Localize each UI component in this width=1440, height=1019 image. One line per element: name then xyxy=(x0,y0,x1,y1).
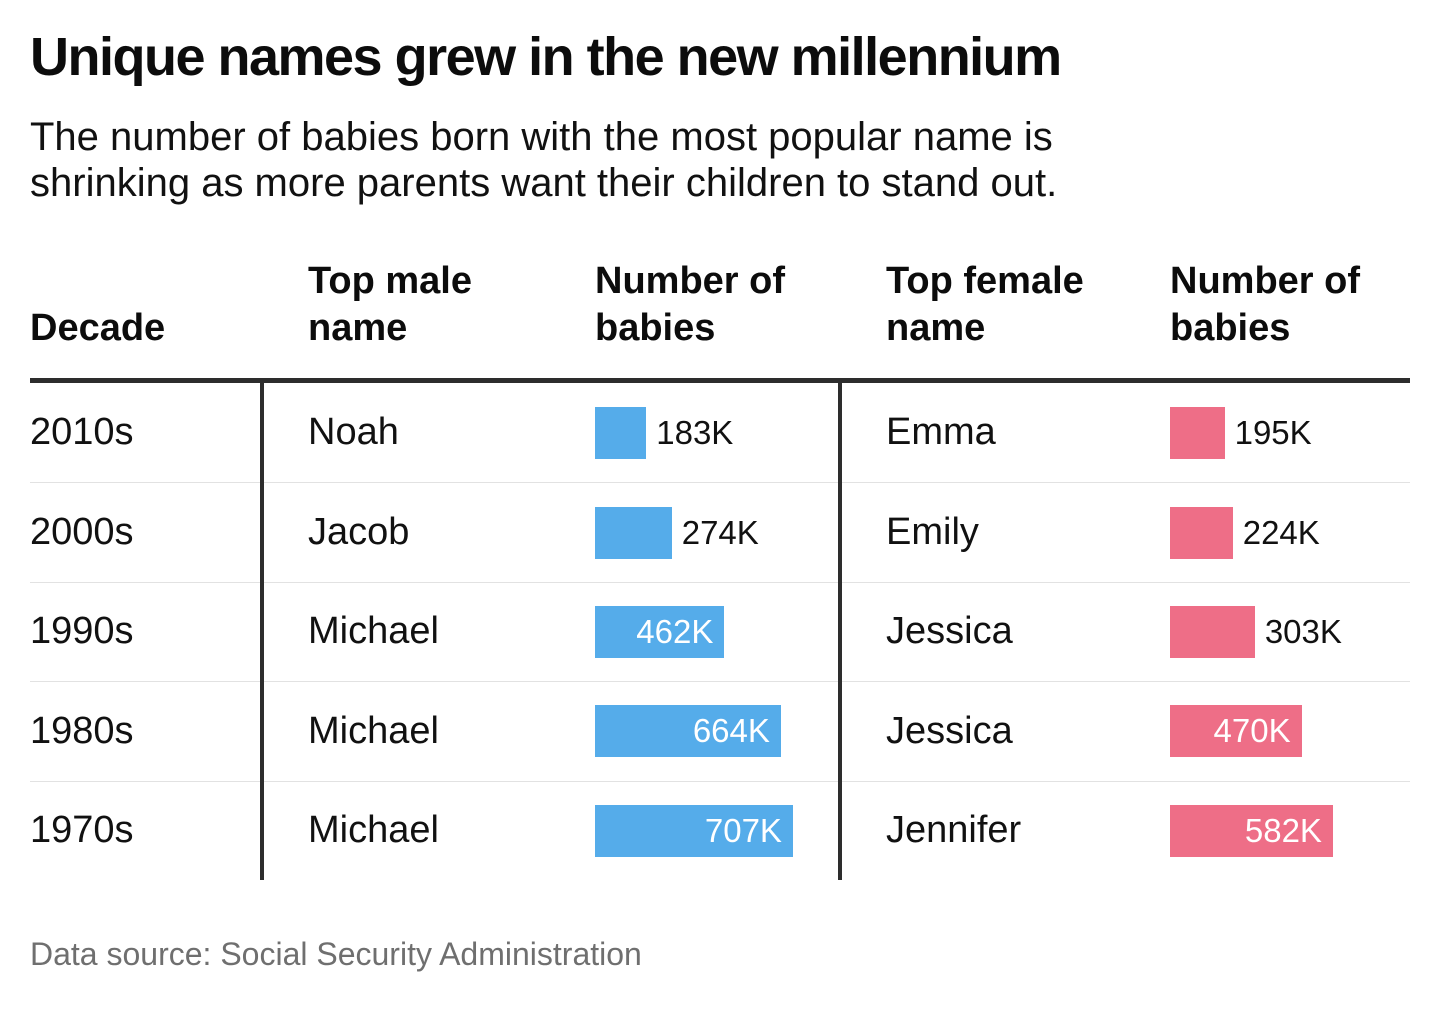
male-bar: 462K xyxy=(595,605,725,658)
female-bar xyxy=(1170,605,1255,658)
male-bar xyxy=(595,406,647,459)
male-bar: 707K xyxy=(595,804,793,857)
column-header-male-number-of-babies: Number of babies xyxy=(595,260,785,349)
male-name-cell: Michael xyxy=(308,809,439,852)
female-name-cell: Emily xyxy=(886,511,979,554)
female-bar-value-label: 582K xyxy=(1244,811,1322,849)
male-bar-cell: 274K xyxy=(595,483,838,581)
female-name-cell: Jessica xyxy=(886,610,1013,653)
female-bar: 470K xyxy=(1170,705,1302,758)
male-name-cell: Jacob xyxy=(308,511,410,554)
male-bar-cell: 183K xyxy=(595,383,838,482)
table-row: 2010s Noah 183K Emma 195K xyxy=(30,383,1410,482)
column-divider-left xyxy=(260,383,264,880)
chart-title: Unique names grew in the new millennium xyxy=(30,27,1062,87)
male-bar-value-label: 664K xyxy=(692,712,770,750)
female-name-cell: Jennifer xyxy=(886,809,1022,852)
female-name-cell: Jessica xyxy=(886,709,1013,752)
names-table: Decade Top male name Number of babies To… xyxy=(30,206,1410,880)
chart-subtitle-line-2: shrinking as more parents want their chi… xyxy=(30,161,1058,205)
male-bar: 664K xyxy=(595,705,781,758)
table-header-row: Decade Top male name Number of babies To… xyxy=(30,206,1410,378)
female-bar-cell: 470K xyxy=(1170,682,1410,780)
table-row: 2000s Jacob 274K Emily 224K xyxy=(30,482,1410,581)
chart-subtitle: The number of babies born with the most … xyxy=(30,114,1410,206)
decade-cell: 1990s xyxy=(30,610,134,653)
chart-card: Unique names grew in the new millennium … xyxy=(30,27,1410,972)
female-bar-value-label: 470K xyxy=(1213,712,1291,750)
female-bar-value-label: 195K xyxy=(1234,413,1312,451)
column-header-decade: Decade xyxy=(30,307,166,349)
female-bar-value-label: 224K xyxy=(1242,513,1320,551)
male-bar-value-label: 274K xyxy=(681,513,759,551)
female-name-cell: Emma xyxy=(886,411,996,454)
table-body: 2010s Noah 183K Emma 195K 2000s Jacob xyxy=(30,383,1410,880)
decade-cell: 1970s xyxy=(30,809,134,852)
male-bar-value-label: 183K xyxy=(656,413,734,451)
column-header-female-number-of-babies: Number of babies xyxy=(1170,260,1360,349)
female-bar-cell: 582K xyxy=(1170,782,1410,880)
male-bar-cell: 707K xyxy=(595,782,838,880)
male-bar xyxy=(595,506,672,559)
female-bar: 582K xyxy=(1170,804,1333,857)
data-source-note: Data source: Social Security Administrat… xyxy=(30,935,642,972)
female-bar xyxy=(1170,406,1225,459)
decade-cell: 2010s xyxy=(30,411,134,454)
column-divider-right xyxy=(838,383,842,880)
decade-cell: 1980s xyxy=(30,709,134,752)
male-bar-value-label: 707K xyxy=(704,811,782,849)
male-name-cell: Michael xyxy=(308,610,439,653)
female-bar xyxy=(1170,506,1233,559)
female-bar-cell: 195K xyxy=(1170,383,1410,482)
header-rule xyxy=(30,378,1410,383)
chart-subtitle-line-1: The number of babies born with the most … xyxy=(30,115,1053,159)
male-bar-value-label: 462K xyxy=(636,612,714,650)
male-name-cell: Noah xyxy=(308,411,399,454)
table-row: 1970s Michael 707K Jennifer 582K xyxy=(30,780,1410,880)
decade-cell: 2000s xyxy=(30,511,134,554)
column-header-top-female-name: Top female name xyxy=(886,260,1084,349)
table-row: 1990s Michael 462K Jessica 303K xyxy=(30,581,1410,681)
male-bar-cell: 664K xyxy=(595,682,838,780)
column-header-top-male-name: Top male name xyxy=(308,260,472,349)
male-name-cell: Michael xyxy=(308,709,439,752)
female-bar-cell: 224K xyxy=(1170,483,1410,581)
table-row: 1980s Michael 664K Jessica 470K xyxy=(30,681,1410,780)
female-bar-value-label: 303K xyxy=(1264,612,1342,650)
male-bar-cell: 462K xyxy=(595,583,838,681)
female-bar-cell: 303K xyxy=(1170,583,1410,681)
